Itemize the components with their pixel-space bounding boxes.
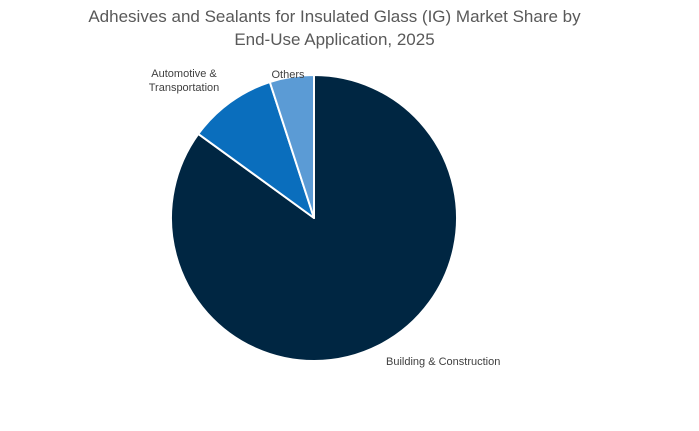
slice-label-others: Others: [271, 69, 305, 81]
pie-slice-automotive-transportation: [197, 81, 315, 219]
chart-title-line-1: Adhesives and Sealants for Insulated Gla…: [88, 7, 581, 26]
pie-slice-building-construction: [170, 74, 458, 362]
slice-label-automotive-transportation: Automotive & Transportation: [149, 68, 220, 94]
slice-label-building-construction: Building & Construction: [386, 356, 500, 368]
pie-slice-others: [268, 74, 315, 219]
chart-title: Adhesives and Sealants for Insulated Gla…: [0, 5, 669, 51]
chart-title-line-2: End-Use Application, 2025: [234, 30, 435, 49]
